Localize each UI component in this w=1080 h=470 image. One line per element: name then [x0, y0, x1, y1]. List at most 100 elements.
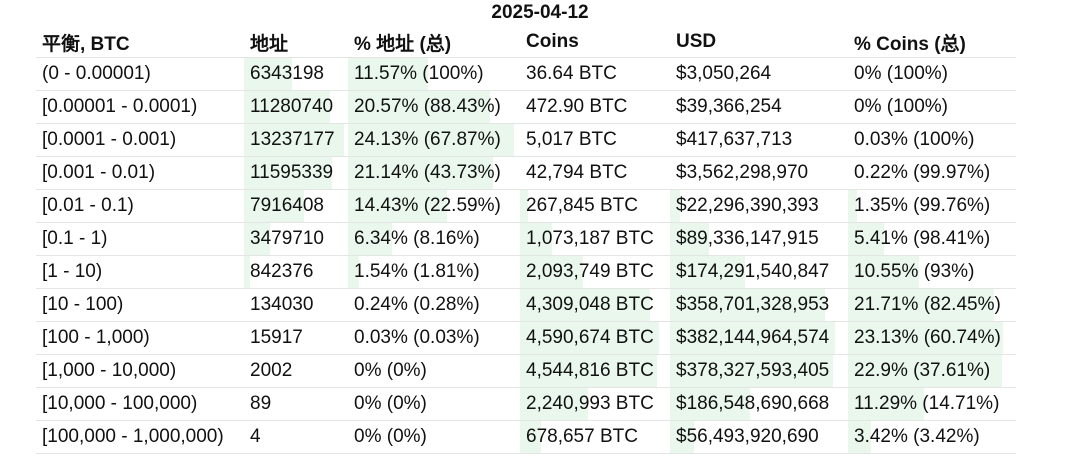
cell-usd: $358,701,328,953 [670, 288, 848, 322]
coin-share-fill [670, 190, 680, 222]
cell-usd: $378,327,593,405 [670, 354, 848, 388]
cell-pct-addresses-text: 1.54% (1.81%) [354, 261, 480, 282]
header-addresses: 地址 [250, 33, 289, 55]
coin-share-fill [520, 322, 659, 354]
cell-pct-coins: 0% (100%) [848, 90, 1016, 124]
cell-pct-addresses-text: 20.57% (88.43%) [354, 96, 501, 117]
cell-balance-range: (0 - 0.00001) [36, 57, 244, 91]
cell-pct-coins-text: 0% (100%) [854, 96, 948, 117]
cell-pct-coins-text: 0% (100%) [854, 63, 948, 84]
coin-share-fill [670, 355, 834, 387]
cell-balance-range: [10 - 100) [36, 288, 244, 322]
address-share-fill [348, 190, 448, 222]
cell-coins: 267,845 BTC [520, 189, 670, 223]
cell-pct-addresses: 24.13% (67.87%) [348, 123, 520, 157]
address-share-fill [348, 124, 514, 156]
cell-pct-addresses-text: 11.57% (100%) [354, 63, 484, 84]
cell-addresses-text: 842376 [250, 261, 314, 282]
cell-pct-addresses-text: 21.14% (43.73%) [354, 162, 501, 183]
cell-pct-coins: 0% (100%) [848, 57, 1016, 91]
cell-balance-range: [100 - 1,000) [36, 321, 244, 355]
cell-pct-addresses-text: 0.24% (0.28%) [354, 294, 480, 315]
cell-coins-text: 678,657 BTC [526, 426, 638, 447]
cell-coins: 472.90 BTC [520, 90, 670, 124]
coin-share-fill [670, 223, 709, 255]
cell-pct-addresses-text: 0% (0%) [354, 393, 427, 414]
cell-usd-text: $22,296,390,393 [676, 195, 819, 216]
coin-share-fill [848, 355, 1002, 387]
cell-addresses: 13237177 [244, 123, 348, 157]
cell-addresses-text: 6343198 [250, 63, 324, 84]
cell-pct-coins-text: 1.35% (99.76%) [854, 195, 991, 216]
cell-coins-text: 267,845 BTC [526, 195, 638, 216]
cell-usd-text: $186,548,690,668 [676, 393, 830, 414]
cell-pct-coins: 10.55% (93%) [848, 255, 1016, 289]
address-share-fill [348, 91, 490, 123]
cell-pct-coins: 3.42% (3.42%) [848, 420, 1016, 454]
cell-balance-range: [0.001 - 0.01) [36, 156, 244, 190]
table-row: [0.01 - 0.1) 7916408 14.43% (22.59%) 267,84… [36, 189, 1016, 223]
cell-usd: $186,548,690,668 [670, 387, 848, 421]
cell-pct-addresses: 11.57% (100%) [348, 57, 520, 91]
header-coins: Coins [526, 31, 579, 52]
table-row: (0 - 0.00001) 6343198 11.57% (100%) 36.64 B… [36, 57, 1016, 91]
cell-pct-addresses: 6.34% (8.16%) [348, 222, 520, 256]
cell-pct-addresses: 0% (0%) [348, 420, 520, 454]
address-share-fill [348, 157, 494, 189]
table-row: [100,000 - 1,000,000) 4 0% (0%) 678,657 BTC… [36, 420, 1016, 454]
cell-usd: $382,144,964,574 [670, 321, 848, 355]
cell-pct-coins-text: 0.03% (100%) [854, 129, 975, 150]
address-share-fill [244, 91, 330, 123]
coin-share-fill [848, 289, 994, 321]
coin-share-fill [670, 388, 751, 420]
cell-usd: $174,291,540,847 [670, 255, 848, 289]
cell-addresses: 2002 [244, 354, 348, 388]
table-row: [0.1 - 1) 3479710 6.34% (8.16%) 1,073,187 B… [36, 222, 1016, 256]
cell-pct-coins: 21.71% (82.45%) [848, 288, 1016, 322]
cell-usd: $22,296,390,393 [670, 189, 848, 223]
cell-addresses-text: 134030 [250, 294, 314, 315]
cell-addresses-text: 11280740 [250, 96, 334, 117]
cell-pct-coins: 0.03% (100%) [848, 123, 1016, 157]
cell-addresses: 3479710 [244, 222, 348, 256]
cell-usd-text: $56,493,920,690 [676, 426, 819, 447]
coin-share-fill [848, 388, 924, 420]
cell-usd: $3,562,298,970 [670, 156, 848, 190]
cell-pct-coins-text: 11.29% (14.71%) [854, 393, 1000, 414]
cell-balance-range-text: [0.01 - 0.1) [42, 195, 134, 216]
cell-balance-range-text: (0 - 0.00001) [42, 63, 151, 84]
cell-addresses-text: 15917 [250, 327, 303, 348]
cell-coins-text: 1,073,187 BTC [526, 228, 654, 249]
address-share-fill [244, 190, 305, 222]
header-balance: 平衡, BTC [42, 33, 130, 55]
cell-usd: $56,493,920,690 [670, 420, 848, 454]
cell-usd-text: $89,336,147,915 [676, 228, 819, 249]
coin-share-fill [520, 289, 651, 321]
cell-usd-text: $3,050,264 [676, 63, 772, 84]
cell-coins: 4,544,816 BTC [520, 354, 670, 388]
cell-coins-text: 42,794 BTC [526, 162, 628, 183]
cell-pct-coins: 11.29% (14.71%) [848, 387, 1016, 421]
cell-balance-range: [1 - 10) [36, 255, 244, 289]
coin-share-fill [848, 256, 919, 288]
cell-coins: 1,073,187 BTC [520, 222, 670, 256]
coin-share-fill [848, 421, 871, 453]
table-row: [0.001 - 0.01) 11595339 21.14% (43.73%) 42,… [36, 156, 1016, 190]
cell-pct-addresses-text: 0% (0%) [354, 426, 427, 447]
address-share-fill [244, 157, 332, 189]
cell-coins: 2,093,749 BTC [520, 255, 670, 289]
cell-usd-text: $358,701,328,953 [676, 294, 830, 315]
cell-addresses: 11595339 [244, 156, 348, 190]
cell-pct-addresses: 0.24% (0.28%) [348, 288, 520, 322]
cell-pct-addresses-text: 14.43% (22.59%) [354, 195, 501, 216]
cell-addresses-text: 7916408 [250, 195, 324, 216]
cell-pct-coins-text: 5.41% (98.41%) [854, 228, 991, 249]
cell-coins: 36.64 BTC [520, 57, 670, 91]
table-row: [0.00001 - 0.0001) 11280740 20.57% (88.43%… [36, 90, 1016, 124]
coin-share-fill [670, 289, 825, 321]
cell-addresses-text: 2002 [250, 360, 293, 381]
coin-share-fill [520, 190, 529, 222]
cell-pct-coins: 23.13% (60.74%) [848, 321, 1016, 355]
header-row: 平衡, BTC 地址 % 地址 (总) Coins USD % Coins (总… [36, 27, 1016, 58]
cell-pct-addresses: 1.54% (1.81%) [348, 255, 520, 289]
